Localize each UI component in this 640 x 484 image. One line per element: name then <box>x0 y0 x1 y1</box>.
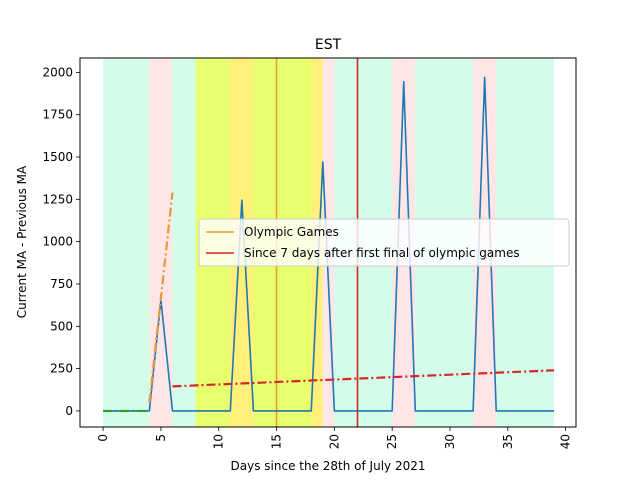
x-tick-label: 40 <box>559 434 573 449</box>
x-tick-label: 25 <box>385 434 399 449</box>
x-tick-label: 30 <box>443 434 457 449</box>
y-axis-ticks: 0 250 500 750 1000 1250 1500 1750 2000 <box>42 65 80 418</box>
x-tick-label: 15 <box>270 434 284 449</box>
background-band-1 <box>149 58 173 427</box>
y-tick-label: 500 <box>50 319 73 333</box>
background-band-2 <box>172 58 196 427</box>
y-tick-label: 250 <box>50 362 73 376</box>
plot-frame <box>79 57 577 428</box>
series-line-3 <box>172 369 555 388</box>
y-tick-label: 750 <box>50 277 73 291</box>
x-tick-label: 0 <box>96 434 110 442</box>
y-tick-label: 0 <box>65 404 73 418</box>
x-tick-label: 5 <box>154 434 168 442</box>
y-axis-label: Current MA - Previous MA <box>15 165 29 318</box>
series-line-2 <box>148 192 174 403</box>
y-tick-label: 1750 <box>42 108 73 122</box>
x-tick-label: 35 <box>501 434 515 449</box>
x-tick-label: 10 <box>212 434 226 449</box>
legend-label-since-7-days: Since 7 days after first final of olympi… <box>244 246 520 260</box>
background-band-0 <box>103 58 150 427</box>
y-tick-label: 1500 <box>42 150 73 164</box>
x-axis-label: Days since the 28th of July 2021 <box>231 459 426 473</box>
y-tick-label: 1250 <box>42 192 73 206</box>
legend: Olympic Games Since 7 days after first f… <box>198 218 570 267</box>
x-tick-label: 20 <box>327 434 341 449</box>
legend-label-olympic-games: Olympic Games <box>244 225 339 239</box>
y-tick-label: 1000 <box>42 235 73 249</box>
y-tick-label: 2000 <box>42 65 73 79</box>
legend-box <box>198 218 570 267</box>
chart-title: EST <box>315 37 342 53</box>
x-axis-ticks: 0 5 10 15 20 25 30 35 40 <box>96 427 573 449</box>
